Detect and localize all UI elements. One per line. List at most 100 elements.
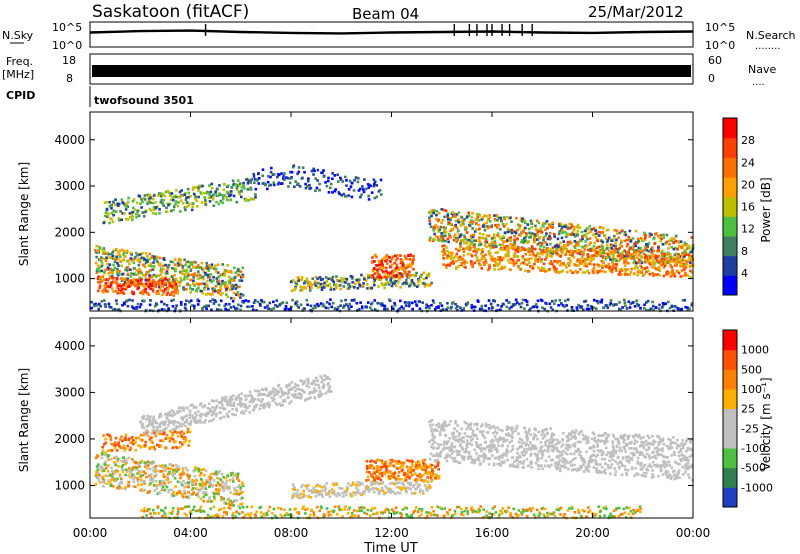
echo-cell — [235, 499, 239, 502]
echo-cell — [566, 250, 569, 253]
echo-cell — [162, 475, 166, 479]
echo-cell — [229, 491, 232, 494]
echo-cell — [323, 484, 326, 488]
echo-cell — [439, 235, 443, 238]
echo-cell — [456, 308, 459, 312]
echo-cell — [226, 264, 229, 267]
echo-cell — [167, 414, 171, 417]
echo-cell — [197, 468, 201, 472]
echo-cell — [411, 260, 414, 263]
echo-cell — [369, 184, 372, 188]
echo-cell — [336, 180, 340, 183]
echo-cell — [161, 485, 165, 489]
echo-cell — [226, 498, 229, 502]
echo-cell — [617, 307, 621, 311]
echo-cell — [197, 495, 200, 498]
echo-cell — [122, 292, 126, 295]
echo-cell — [583, 262, 587, 265]
echo-cell — [256, 179, 259, 182]
echo-cell — [200, 282, 204, 285]
echo-cell — [490, 224, 494, 227]
echo-cell — [132, 478, 135, 481]
echo-cell — [620, 273, 623, 276]
echo-cell — [400, 305, 404, 309]
echo-cell — [95, 251, 98, 254]
echo-cell — [110, 449, 114, 452]
echo-cell — [612, 263, 615, 266]
echo-cell — [583, 264, 586, 268]
echo-cell — [652, 274, 655, 278]
echo-cell — [146, 430, 150, 434]
echo-cell — [232, 182, 236, 186]
echo-cell — [481, 233, 485, 236]
echo-cell — [205, 264, 209, 268]
echo-cell — [409, 281, 413, 285]
echo-cell — [446, 212, 450, 215]
echo-cell — [204, 203, 208, 206]
echo-cell — [498, 256, 502, 259]
echo-cell — [540, 230, 544, 234]
echo-cell — [617, 254, 620, 258]
echo-cell — [558, 298, 562, 302]
echo-cell — [116, 267, 119, 271]
echo-cell — [302, 489, 305, 493]
echo-cell — [542, 245, 546, 249]
echo-cell — [110, 287, 114, 290]
echo-cell — [508, 238, 512, 242]
echo-cell — [602, 306, 606, 309]
echo-cell — [481, 216, 485, 219]
echo-cell — [538, 241, 541, 245]
echo-cell — [404, 487, 408, 491]
echo-cell — [583, 248, 587, 251]
echo-cell — [581, 259, 585, 263]
echo-cell — [454, 219, 458, 223]
echo-cell — [144, 444, 147, 447]
echo-cell — [171, 433, 175, 437]
echo-cell — [534, 303, 538, 306]
echo-cell — [656, 259, 660, 263]
echo-cell — [379, 193, 383, 196]
echo-cell — [320, 286, 324, 290]
echo-cell — [635, 302, 639, 306]
echo-cell — [611, 266, 615, 269]
echo-cell — [188, 263, 192, 266]
echo-cell — [499, 237, 502, 241]
echo-cell — [411, 307, 414, 311]
echo-cell — [166, 189, 170, 193]
echo-cell — [508, 230, 512, 233]
echo-cell — [650, 265, 654, 269]
echo-cell — [138, 267, 141, 271]
echo-cell — [170, 494, 174, 498]
echo-cell — [450, 261, 454, 264]
echo-cell — [322, 304, 326, 308]
echo-cell — [302, 493, 305, 496]
echo-cell — [301, 495, 305, 499]
echo-cell — [608, 303, 612, 307]
echo-cell — [125, 269, 129, 272]
echo-cell — [131, 458, 134, 461]
echo-cell — [627, 251, 631, 254]
echo-cell — [357, 176, 360, 180]
echo-cell — [404, 304, 408, 307]
echo-cell — [686, 306, 689, 310]
echo-cell — [120, 459, 124, 463]
echo-cell — [165, 206, 168, 210]
echo-cell — [636, 237, 640, 241]
echo-cell — [580, 230, 584, 234]
echo-cell — [181, 266, 185, 270]
echo-cell — [608, 265, 612, 269]
echo-cell — [96, 463, 100, 466]
echo-cell — [428, 219, 431, 223]
echo-cell — [101, 475, 105, 479]
echo-cell — [383, 286, 386, 290]
echo-cell — [505, 215, 509, 219]
echo-cell — [137, 286, 140, 290]
echo-cell — [215, 470, 218, 474]
echo-cell — [454, 233, 457, 237]
echo-cell — [627, 273, 630, 276]
echo-cell — [204, 469, 208, 473]
echo-cell — [223, 304, 226, 308]
echo-cell — [111, 271, 114, 274]
echo-cell — [418, 307, 422, 311]
echo-cell — [541, 252, 544, 256]
